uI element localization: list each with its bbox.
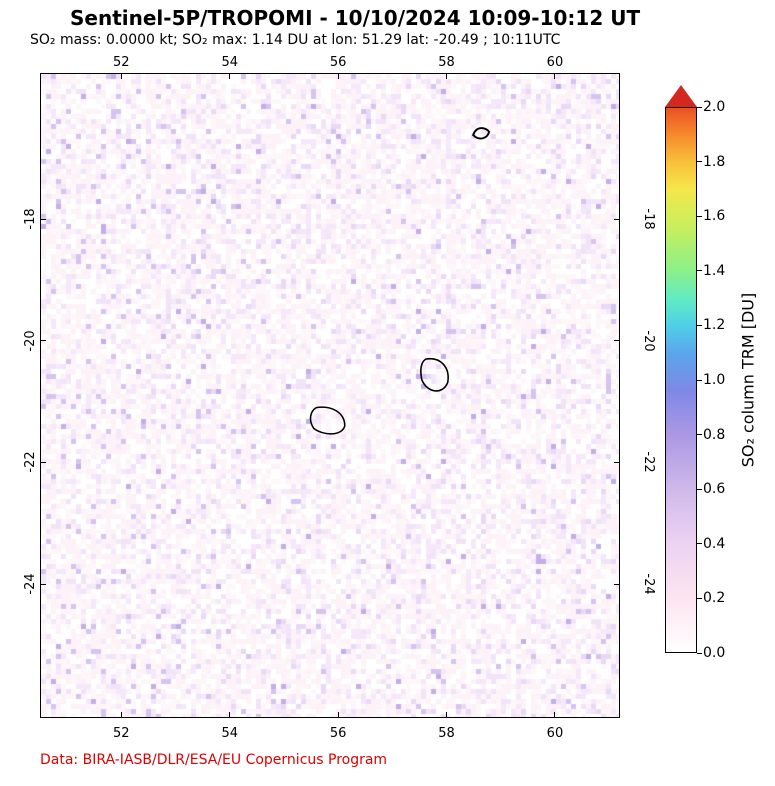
colorbar-tick-mark: [697, 270, 702, 271]
colorbar-tick-mark: [697, 434, 702, 435]
axis-tick-mark: [446, 712, 447, 718]
colorbar-tick-label: 0.2: [703, 590, 725, 606]
axis-tick-mark: [554, 73, 555, 79]
axis-tick-mark: [40, 584, 46, 585]
axis-tick-mark: [40, 462, 46, 463]
axis-tick-label: 52: [113, 726, 130, 741]
rodrigues-outline: [473, 128, 489, 138]
colorbar-tick-label: 1.8: [703, 154, 725, 170]
axis-tick-label: -22: [641, 452, 656, 473]
axis-tick-mark: [229, 712, 230, 718]
axis-tick-mark: [40, 219, 46, 220]
colorbar-tick-mark: [697, 543, 702, 544]
axis-tick-label: -18: [641, 208, 656, 229]
plot-subtitle: SO₂ mass: 0.0000 kt; SO₂ max: 1.14 DU at…: [30, 32, 560, 48]
axis-tick-mark: [40, 340, 46, 341]
colorbar-under-triangle: [665, 653, 697, 675]
axis-tick-label: 58: [438, 55, 455, 70]
colorbar-tick-label: 1.2: [703, 317, 725, 333]
axis-tick-label: 58: [438, 726, 455, 741]
axis-tick-mark: [338, 73, 339, 79]
colorbar-tick-mark: [697, 380, 702, 381]
map-frame: [40, 73, 620, 718]
axis-tick-label: -18: [23, 208, 38, 229]
axis-tick-label: 54: [221, 55, 238, 70]
axis-tick-mark: [229, 73, 230, 79]
reunion-outline: [310, 407, 344, 434]
axis-tick-label: -24: [23, 574, 38, 595]
axis-tick-label: 52: [113, 55, 130, 70]
colorbar: [665, 85, 697, 675]
colorbar-over-triangle: [665, 85, 697, 107]
colorbar-tick-mark: [697, 653, 702, 654]
colorbar-gradient: [665, 107, 697, 653]
colorbar-tick-mark: [697, 598, 702, 599]
axis-tick-label: 60: [547, 55, 564, 70]
axis-tick-label: -20: [23, 330, 38, 351]
axis-tick-label: -22: [23, 452, 38, 473]
colorbar-tick-label: 1.6: [703, 208, 725, 224]
axis-tick-mark: [338, 712, 339, 718]
axis-tick-mark: [554, 712, 555, 718]
colorbar-tick-label: 0.4: [703, 536, 725, 552]
colorbar-tick-label: 1.4: [703, 263, 725, 279]
colorbar-tick-mark: [697, 489, 702, 490]
axis-tick-label: -20: [641, 330, 656, 351]
colorbar-tick-mark: [697, 325, 702, 326]
axis-tick-label: 56: [330, 726, 347, 741]
plot-title: Sentinel-5P/TROPOMI - 10/10/2024 10:09-1…: [70, 6, 640, 30]
colorbar-label: SO₂ column TRM [DU]: [739, 293, 758, 468]
axis-tick-label: -24: [641, 574, 656, 595]
colorbar-tick-label: 0.0: [703, 645, 725, 661]
axis-tick-label: 60: [547, 726, 564, 741]
colorbar-tick-label: 2.0: [703, 99, 725, 115]
mauritius-outline: [421, 359, 448, 391]
colorbar-tick-label: 0.8: [703, 427, 725, 443]
axis-tick-mark: [614, 584, 620, 585]
axis-tick-label: 56: [330, 55, 347, 70]
colorbar-tick-label: 0.6: [703, 481, 725, 497]
colorbar-tick-label: 1.0: [703, 372, 725, 388]
axis-tick-mark: [121, 73, 122, 79]
coastlines-overlay: [41, 74, 619, 717]
axis-tick-label: 54: [221, 726, 238, 741]
axis-tick-mark: [121, 712, 122, 718]
axis-tick-mark: [614, 340, 620, 341]
axis-tick-mark: [446, 73, 447, 79]
axis-tick-mark: [614, 219, 620, 220]
colorbar-tick-mark: [697, 107, 702, 108]
axis-tick-mark: [614, 462, 620, 463]
colorbar-tick-mark: [697, 161, 702, 162]
data-credit: Data: BIRA-IASB/DLR/ESA/EU Copernicus Pr…: [40, 752, 387, 768]
colorbar-tick-mark: [697, 216, 702, 217]
